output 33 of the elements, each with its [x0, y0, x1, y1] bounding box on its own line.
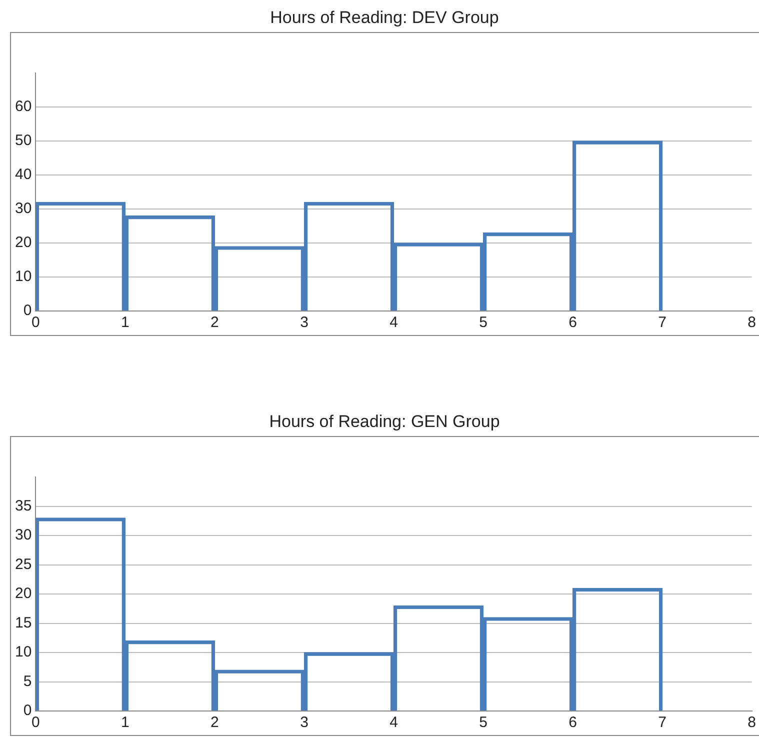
y-tick-label: 5 [23, 672, 32, 690]
x-tick-label: 6 [568, 314, 577, 332]
y-tick-label: 30 [14, 200, 32, 218]
x-tick-label: 4 [390, 314, 398, 332]
x-tick-label: 3 [300, 714, 308, 732]
x-tick-label: 7 [658, 314, 666, 332]
x-tick-label: 7 [658, 714, 666, 732]
x-tick-label: 8 [748, 714, 756, 732]
y-tick-label: 60 [14, 98, 32, 116]
x-tick-label: 5 [479, 714, 488, 732]
y-tick-label: 10 [14, 644, 32, 661]
y-tick-label: 40 [14, 166, 32, 184]
y-tick-label: 0 [23, 702, 32, 720]
x-tick-label: 8 [748, 314, 756, 332]
x-tick-label: 3 [300, 314, 308, 332]
chart-title: Hours of Reading: GEN Group [268, 411, 501, 433]
x-tick-label: 1 [121, 314, 130, 332]
y-tick-label: 50 [14, 132, 32, 150]
y-tick-label: 20 [14, 234, 32, 252]
x-tick-label: 5 [479, 314, 488, 332]
y-tick-label: 25 [14, 556, 32, 573]
y-tick-label: 10 [14, 268, 32, 286]
y-tick-label: 0 [23, 302, 32, 320]
x-tick-label: 2 [210, 314, 219, 332]
y-tick-label: 15 [14, 614, 32, 632]
x-tick-label: 6 [568, 714, 577, 732]
x-tick-label: 1 [121, 714, 130, 732]
x-tick-label: 4 [390, 714, 398, 732]
chart-title: Hours of Reading: DEV Group [269, 7, 500, 29]
y-tick-label: 30 [14, 526, 32, 544]
x-tick-label: 2 [210, 714, 219, 732]
y-tick-label: 35 [14, 497, 32, 514]
y-tick-label: 20 [14, 585, 32, 602]
